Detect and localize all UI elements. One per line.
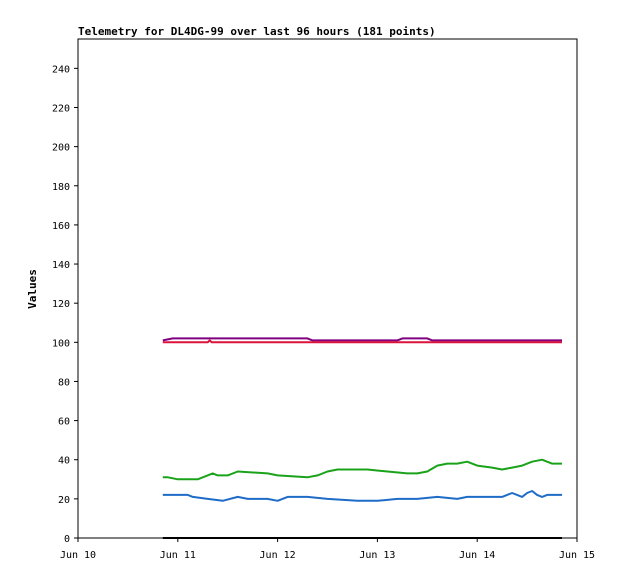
y-tick-label: 160 [52,221,70,232]
series-line-3 [162,458,562,481]
y-tick-label: 0 [64,534,70,545]
y-tick-label: 20 [58,495,70,506]
y-tick-label: 60 [58,417,70,428]
y-tick-label: 180 [52,182,70,193]
chart-title: Telemetry for DL4DG-99 over last 96 hour… [78,25,436,38]
y-tick-label: 100 [52,338,70,349]
plot-frame [77,38,578,539]
x-tick-label: Jun 15 [559,550,595,561]
x-tick-label: Jun 12 [260,550,296,561]
series-line-4 [162,490,562,502]
series-line-2 [162,339,562,344]
y-tick-label: 240 [52,64,70,75]
y-tick-label: 40 [58,456,70,467]
x-tick-label: Jun 14 [459,550,495,561]
y-tick-label: 140 [52,260,70,271]
y-axis-label: Values [26,269,39,309]
x-tick-label: Jun 10 [60,550,96,561]
y-tick-label: 200 [52,143,70,154]
series-line-1 [162,337,562,342]
x-tick-label: Jun 13 [359,550,395,561]
series-lines [162,337,562,539]
y-tick-label: 80 [58,377,70,388]
y-axis: 0 20 40 60 80 100 120 140 160 180 200 220 240 [52,64,78,545]
x-tick-label: Jun 11 [160,550,196,561]
y-tick-label: 120 [52,299,70,310]
y-tick-label: 220 [52,103,70,114]
x-axis: Jun 10 Jun 11 Jun 12 Jun 13 Jun 14 Jun 15 [60,538,595,561]
